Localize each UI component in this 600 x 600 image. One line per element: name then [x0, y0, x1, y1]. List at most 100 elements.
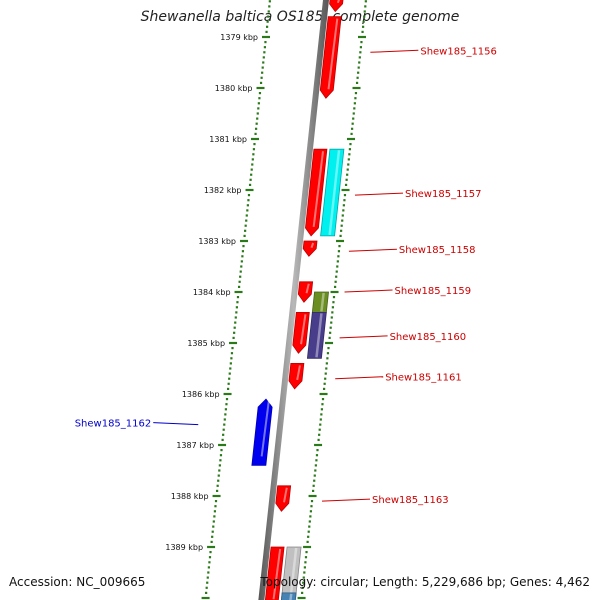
minor-tick-mark — [334, 280, 337, 283]
gene-label[interactable]: Shew185_1163 — [372, 495, 449, 506]
gene-arrow[interactable] — [251, 398, 273, 466]
minor-tick-mark — [246, 204, 249, 207]
minor-tick-mark — [248, 183, 252, 186]
gene-arrow[interactable] — [264, 546, 285, 600]
gene-highlight — [336, 0, 340, 4]
minor-tick-mark — [222, 428, 225, 431]
minor-tick-mark — [219, 459, 222, 462]
minor-tick-mark — [245, 219, 248, 222]
label-leader-line — [354, 192, 403, 196]
minor-tick-mark — [250, 173, 253, 176]
minor-tick-mark — [268, 5, 271, 8]
minor-tick-mark — [267, 10, 270, 13]
minor-tick-mark — [227, 387, 230, 390]
gene-arrow[interactable] — [319, 16, 342, 99]
major-tick-mark — [352, 86, 361, 90]
minor-tick-mark — [310, 505, 313, 508]
minor-tick-mark — [216, 489, 219, 492]
gene-label-group[interactable]: Shew185_1156 — [370, 46, 497, 57]
gene-label-group[interactable]: Shew185_1159 — [344, 286, 472, 297]
minor-tick-mark — [326, 357, 329, 360]
minor-tick-mark — [332, 301, 335, 304]
minor-tick-mark — [302, 576, 305, 579]
minor-tick-mark — [216, 484, 219, 487]
minor-tick-mark — [321, 398, 325, 401]
minor-tick-mark — [249, 178, 252, 181]
feature-bar[interactable] — [306, 311, 327, 359]
gene-arrow[interactable] — [302, 240, 318, 257]
major-tick-mark — [223, 392, 232, 396]
gene-0[interactable] — [329, 0, 344, 13]
gene-2[interactable] — [305, 148, 328, 237]
gene-4[interactable] — [297, 281, 314, 303]
major-tick-mark — [229, 341, 238, 345]
outer-tick-ring — [297, 0, 367, 600]
minor-tick-mark — [238, 280, 241, 283]
gene-label[interactable]: Shew185_1160 — [390, 332, 467, 343]
minor-tick-mark — [247, 194, 251, 197]
gene-label[interactable]: Shew185_1157 — [405, 189, 482, 200]
gene-arrow[interactable] — [292, 311, 310, 354]
feature-bar[interactable] — [320, 148, 345, 237]
gene-label-group[interactable]: Shew185_1160 — [339, 332, 467, 343]
minor-tick-mark — [324, 372, 327, 375]
gene-arrow[interactable] — [329, 0, 344, 13]
gene-label[interactable]: Shew185_1159 — [395, 286, 472, 297]
major-tick-mark — [330, 290, 339, 294]
major-tick-mark — [218, 443, 227, 447]
minor-tick-mark — [258, 97, 261, 100]
gene-label-group[interactable]: Shew185_1161 — [335, 373, 462, 384]
minor-tick-mark — [358, 56, 361, 59]
minor-tick-mark — [217, 474, 220, 477]
minor-tick-mark — [224, 408, 228, 411]
minor-tick-mark — [251, 158, 254, 161]
gene-label-group[interactable]: Shew185_1158 — [348, 245, 476, 256]
gene-6[interactable] — [288, 362, 305, 390]
gene-label[interactable]: Shew185_1156 — [420, 46, 497, 57]
minor-tick-mark — [336, 265, 339, 268]
gene-label[interactable]: Shew185_1162 — [75, 419, 152, 430]
gene-5[interactable] — [292, 311, 310, 354]
minor-tick-mark — [319, 423, 322, 426]
gene-label[interactable]: Shew185_1161 — [385, 373, 462, 384]
minor-tick-mark — [253, 143, 256, 146]
minor-tick-mark — [313, 474, 316, 477]
minor-tick-mark — [207, 566, 210, 569]
minor-tick-mark — [330, 316, 333, 319]
gene-3[interactable] — [302, 240, 318, 257]
minor-tick-mark — [250, 168, 253, 171]
minor-tick-mark — [361, 25, 365, 28]
gene-label-group[interactable]: Shew185_1162 — [75, 419, 199, 430]
feature-highlight — [289, 547, 298, 598]
minor-tick-mark — [357, 66, 360, 69]
gene-arrow[interactable] — [288, 362, 305, 390]
minor-tick-mark — [205, 586, 208, 589]
minor-tick-mark — [321, 403, 324, 406]
minor-tick-mark — [323, 387, 326, 390]
minor-tick-mark — [267, 15, 270, 18]
minor-tick-mark — [213, 510, 217, 513]
major-tick-mark — [319, 392, 328, 396]
minor-tick-mark — [338, 245, 341, 248]
gene-arrow[interactable] — [297, 281, 314, 303]
tick-label: 1382 kbp — [204, 186, 242, 195]
gene-9[interactable] — [264, 546, 285, 600]
gene-arrow[interactable] — [275, 485, 292, 512]
minor-tick-mark — [252, 153, 255, 156]
minor-tick-mark — [265, 25, 269, 28]
minor-tick-mark — [243, 234, 246, 237]
gene-label-group[interactable]: Shew185_1163 — [321, 495, 449, 506]
gene-arrow[interactable] — [305, 148, 328, 237]
gene-highlight — [283, 487, 288, 503]
gene-label[interactable]: Shew185_1158 — [399, 245, 476, 256]
minor-tick-mark — [313, 479, 316, 482]
feature-bar[interactable] — [280, 592, 297, 600]
gene-7[interactable] — [251, 398, 273, 466]
gene-8[interactable] — [275, 485, 292, 512]
gene-label-group[interactable]: Shew185_1157 — [354, 189, 482, 200]
minor-tick-mark — [342, 209, 345, 212]
minor-tick-mark — [350, 132, 353, 135]
minor-tick-mark — [341, 219, 344, 222]
gene-1[interactable] — [319, 16, 342, 99]
minor-tick-mark — [244, 229, 247, 232]
